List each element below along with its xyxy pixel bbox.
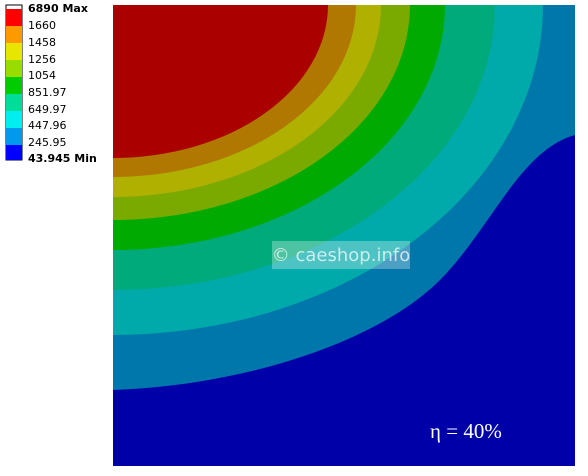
legend-label: 1660: [28, 19, 56, 32]
watermark: © caeshop.info: [272, 245, 410, 266]
legend-label: 447.96: [28, 119, 67, 132]
legend-label: 851.97: [28, 86, 67, 99]
watermark-box: [272, 241, 410, 269]
legend-label: 245.95: [28, 136, 67, 149]
annotation: η = 40%: [430, 419, 502, 443]
legend-label: 6890 Max: [28, 2, 88, 15]
legend-label: 649.97: [28, 103, 67, 116]
legend-label: 1054: [28, 69, 56, 82]
legend-label: 1256: [28, 53, 56, 66]
legend: 6890 Max 1660 1458 1256 1054 851.97 649.…: [5, 2, 97, 165]
legend-label: 1458: [28, 36, 56, 49]
contour-plot: [113, 5, 575, 466]
legend-label: 43.945 Min: [28, 152, 97, 165]
